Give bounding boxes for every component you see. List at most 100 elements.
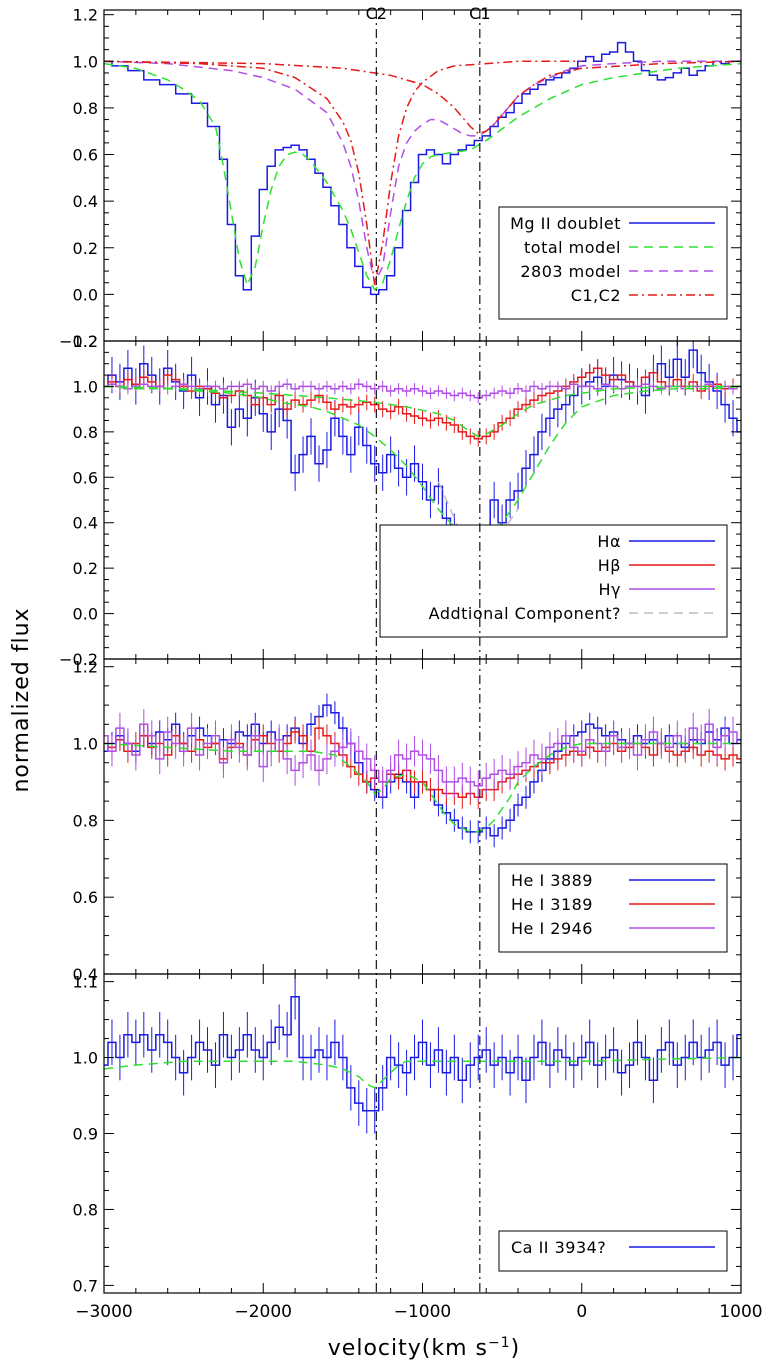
y-tick-label: 0.6 [73, 146, 98, 165]
legend-label: Hα [597, 532, 621, 551]
y-tick-label: 0.4 [73, 965, 98, 984]
y-tick-label: 1.0 [73, 52, 98, 71]
series-line-caii-0-0 [104, 996, 741, 1112]
panel-hei: He I 3889 He I 3189 He I 2946 [104, 693, 741, 953]
vline-label-c2: C2 [366, 4, 387, 23]
series-line-mgii-3-0 [104, 60, 582, 286]
series-mgii-3 [104, 60, 741, 286]
legend-label: Addtional Component? [429, 604, 621, 623]
y-tick-label: 0.8 [73, 1200, 98, 1219]
legend-box [379, 524, 728, 638]
x-tick-label: −3000 [75, 1302, 133, 1322]
legend-label: Ca II 3934? [511, 1238, 606, 1257]
legend-label: He I 3889 [511, 871, 593, 890]
y-tick-label: 0.2 [73, 559, 98, 578]
legend-label: C1,C2 [571, 286, 621, 305]
y-tick-label: 1.0 [73, 1049, 98, 1068]
x-axis-label: velocity(km s−1) [328, 1335, 520, 1361]
x-axis-label-main: velocity(km s [328, 1336, 488, 1361]
y-tick-label: 0.8 [73, 423, 98, 442]
x-axis-label-close: ) [511, 1336, 521, 1361]
series-line-mgii-2-0 [104, 60, 741, 285]
y-axis-balmer: −0.2 0.0 0.2 0.4 0.6 0.8 1.0 1.2 [59, 332, 741, 669]
x-ticks-hei [103, 659, 742, 974]
y-tick-label: 0.7 [73, 1276, 98, 1295]
y-tick-label: −0.2 [59, 650, 98, 669]
y-tick-label: 1.2 [73, 332, 98, 351]
y-tick-label: 0.4 [73, 192, 98, 211]
series-line-hei-3-0 [104, 742, 741, 833]
series-line-balmer-1-0 [104, 367, 741, 440]
y-tick-label: 1.2 [73, 6, 98, 25]
series-line-balmer-4-0 [104, 385, 741, 542]
panel-caii: Ca II 3934? [104, 974, 741, 1272]
y-tick-label: 0.6 [73, 888, 98, 907]
legend-box [498, 206, 728, 320]
series-line-balmer-5-0 [104, 385, 741, 438]
series-line-mgii-0-0 [104, 41, 741, 296]
series-balmer-5 [104, 385, 741, 438]
legend-hei: He I 3889 He I 3189 He I 2946 [498, 863, 728, 953]
y-tick-label: −0.2 [59, 332, 98, 351]
legend-label: total model [524, 238, 621, 257]
legend-label: Mg II doublet [510, 214, 621, 233]
series-caii-1 [104, 1056, 741, 1089]
series-line-hei-2-0 [104, 723, 741, 787]
panel-mgii: Mg II doublet total model 2803 model C1,C2 [104, 41, 741, 320]
legend-label: Hβ [598, 556, 621, 575]
component-lines: C2 C1 [366, 4, 491, 1293]
x-axis-label-exponent: −1 [488, 1335, 511, 1351]
y-tick-label: 1.0 [73, 377, 98, 396]
x-tick-labels: −3000 −2000 −1000 0 1000 [75, 1302, 762, 1322]
x-tick-label: −1000 [394, 1302, 452, 1322]
y-tick-label: 1.2 [73, 658, 98, 677]
axes-frames: −0.20.00.20.40.60.81.01.2−0.20.00.20.40.… [59, 6, 762, 1322]
x-ticks-caii [103, 974, 742, 1293]
y-tick-label: 1.1 [73, 973, 98, 992]
series-caii-0 [104, 974, 741, 1134]
legend-caii: Ca II 3934? [498, 1230, 728, 1272]
y-axis-label: normalized flux [9, 607, 34, 792]
y-axis-mgii: −0.2 0.0 0.2 0.4 0.6 0.8 1.0 1.2 [59, 6, 741, 351]
x-tick-label: 0 [576, 1302, 587, 1322]
panel-balmer: Hα Hβ Hγ Addtional Component? [104, 341, 741, 638]
x-ticks-balmer [103, 341, 742, 659]
legend-box [498, 863, 728, 953]
series-balmer-4 [104, 385, 741, 542]
y-tick-label: 0.9 [73, 1125, 98, 1144]
y-axis-caii: 0.7 0.8 0.9 1.0 1.1 [73, 973, 741, 1295]
series-line-mgii-3-1 [104, 60, 741, 135]
plot-area-balmer [104, 341, 741, 628]
legend-label: He I 3189 [511, 895, 593, 914]
y-tick-label: 0.8 [73, 99, 98, 118]
legend-mgii: Mg II doublet total model 2803 model C1,C2 [498, 206, 728, 320]
plot-area-mgii [104, 41, 741, 296]
legend-label: Hγ [599, 580, 622, 599]
plot-area-caii [104, 974, 741, 1134]
axis-labels: normalized flux velocity(km s−1) [9, 607, 520, 1361]
y-tick-label: 1.0 [73, 735, 98, 754]
plot-area-hei [104, 693, 741, 848]
y-tick-label: 0.2 [73, 239, 98, 258]
series-mgii-0 [104, 41, 741, 296]
x-ticks-mgii [103, 10, 742, 341]
series-balmer-2 [104, 378, 741, 404]
y-tick-label: 0.6 [73, 468, 98, 487]
vline-label-c1: C1 [469, 4, 490, 23]
x-tick-label: 1000 [719, 1302, 762, 1322]
series-mgii-1 [104, 62, 741, 291]
y-tick-label: 0.4 [73, 514, 98, 533]
legend-label: He I 2946 [511, 919, 593, 938]
y-tick-label: 0.0 [73, 285, 98, 304]
series-hei-3 [104, 742, 741, 833]
series-line-caii-1-0 [104, 1056, 741, 1089]
y-tick-label: 0.8 [73, 811, 98, 830]
y-tick-label: 0.0 [73, 605, 98, 624]
series-line-balmer-2-0 [104, 383, 741, 399]
series-line-mgii-1-0 [104, 62, 741, 291]
legend-box [498, 1230, 728, 1272]
y-axis-hei: 0.4 0.6 0.8 1.0 1.2 [73, 658, 741, 984]
series-mgii-2 [104, 60, 741, 285]
legend-balmer: Hα Hβ Hγ Addtional Component? [379, 524, 728, 638]
